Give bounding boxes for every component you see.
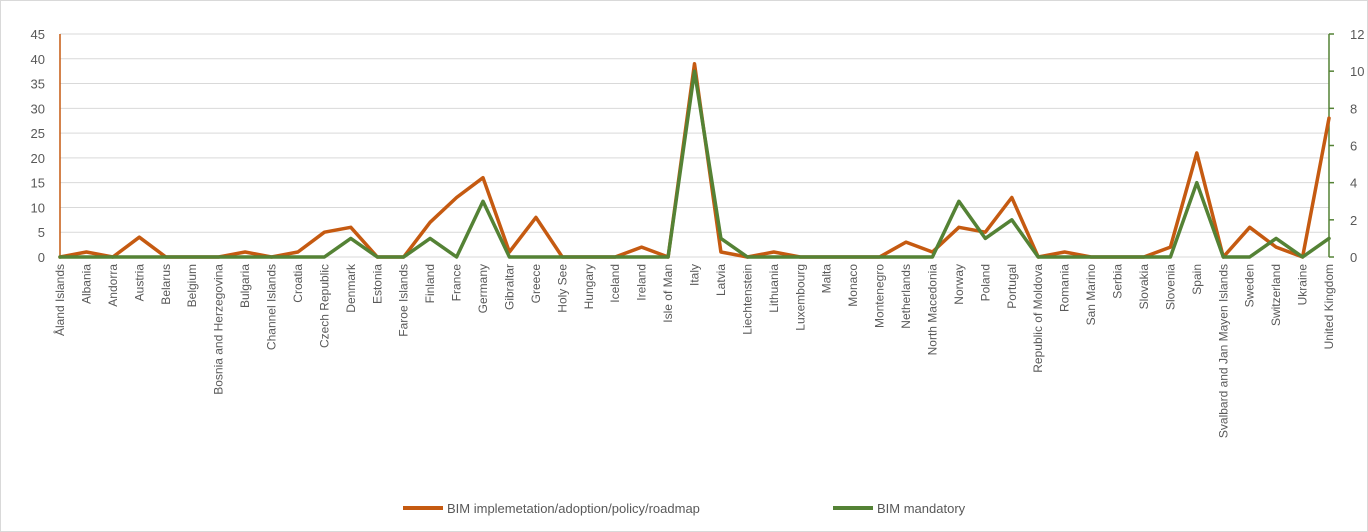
right-axis-ticks: 0 2 4 6 8 10 12 (1350, 27, 1364, 265)
category-label: France (450, 264, 464, 302)
category-label: Croatia (291, 264, 305, 303)
series-line (58, 69, 1331, 259)
category-labels: Åland Islands Albania Andorra Austria Belaru… (52, 263, 1336, 438)
left-axis-tick-label: 35 (31, 77, 45, 92)
category-label: Albania (79, 264, 93, 304)
left-axis-tick-label: 40 (31, 52, 45, 67)
category-label: United Kingdom (1322, 264, 1336, 349)
category-label: Gibraltar (502, 264, 516, 310)
category-label: Andorra (106, 264, 120, 307)
left-axis-tick-label: 45 (31, 27, 45, 42)
category-label: San Marino (1084, 264, 1098, 326)
category-label: Iceland (608, 264, 622, 303)
category-label: Poland (978, 264, 992, 301)
category-label: Bulgaria (238, 264, 252, 308)
left-axis-tick-label: 25 (31, 126, 45, 141)
category-label: Luxembourg (793, 264, 807, 331)
category-label: Svalbard and Jan Mayen Islands (1216, 264, 1230, 438)
gridlines (60, 33, 1329, 233)
right-axis-tick-label: 8 (1350, 101, 1357, 116)
axes (59, 33, 1334, 258)
left-axis-tick-label: 15 (31, 176, 45, 191)
category-label: Channel Islands (265, 264, 279, 350)
category-label: Åland Islands (52, 264, 67, 336)
category-label: Bosnia and Herzegovina (212, 264, 226, 395)
right-axis-tick-label: 10 (1350, 64, 1364, 79)
right-axis-tick-label: 2 (1350, 213, 1357, 228)
category-label: Italy (688, 264, 702, 286)
category-label: Liechtenstein (740, 264, 754, 335)
left-axis-ticks: 0 5 10 15 20 25 30 35 40 45 (31, 27, 45, 265)
left-axis-tick-label: 0 (38, 250, 45, 265)
category-label: Ireland (635, 264, 649, 301)
category-label: Montenegro (873, 264, 887, 328)
category-label: Slovakia (1137, 264, 1151, 310)
category-label: Isle of Man (661, 264, 675, 323)
category-label: Estonia (370, 264, 384, 304)
category-label: Monaco (846, 264, 860, 307)
category-label: Germany (476, 264, 490, 313)
category-label: Hungary (582, 264, 596, 309)
category-label: Serbia (1111, 264, 1125, 299)
legend-label: BIM mandatory (877, 501, 966, 516)
left-axis-tick-label: 30 (31, 101, 45, 116)
category-label: Czech Republic (317, 264, 331, 348)
category-label: Greece (529, 264, 543, 304)
category-label: Latvia (714, 264, 728, 296)
category-label: Holy See (555, 264, 569, 313)
left-axis-tick-label: 5 (38, 225, 45, 240)
category-label: Austria (132, 264, 146, 302)
series-lines (58, 61, 1331, 259)
category-label: Romania (1058, 264, 1072, 312)
legend-label: BIM implemetation/adoption/policy/roadma… (447, 501, 700, 516)
right-axis-tick-label: 4 (1350, 176, 1357, 191)
legend: BIM implemetation/adoption/policy/roadma… (403, 501, 966, 516)
category-label: Slovenia (1163, 264, 1177, 310)
category-label: Lithuania (767, 264, 781, 313)
category-label: Republic of Moldova (1031, 264, 1045, 373)
category-label: Netherlands (899, 264, 913, 329)
category-label: Spain (1190, 264, 1204, 295)
category-label: Portugal (1005, 264, 1019, 309)
right-axis-tick-label: 6 (1350, 139, 1357, 154)
category-label: Norway (952, 264, 966, 305)
right-axis-tick-label: 0 (1350, 250, 1357, 265)
category-label: Belarus (159, 264, 173, 305)
category-label: Sweden (1243, 264, 1257, 307)
category-label: Denmark (344, 263, 358, 313)
right-axis-tick-label: 12 (1350, 27, 1364, 42)
category-label: Malta (820, 264, 834, 294)
series-line (58, 61, 1331, 259)
category-label: Ukraine (1296, 264, 1310, 306)
category-label: Finland (423, 264, 437, 303)
category-label: Switzerland (1269, 264, 1283, 326)
left-axis-tick-label: 10 (31, 200, 45, 215)
left-axis-tick-label: 20 (31, 151, 45, 166)
category-label: Belgium (185, 264, 199, 307)
category-label: North Macedonia (925, 264, 939, 356)
category-label: Faroe Islands (397, 264, 411, 337)
